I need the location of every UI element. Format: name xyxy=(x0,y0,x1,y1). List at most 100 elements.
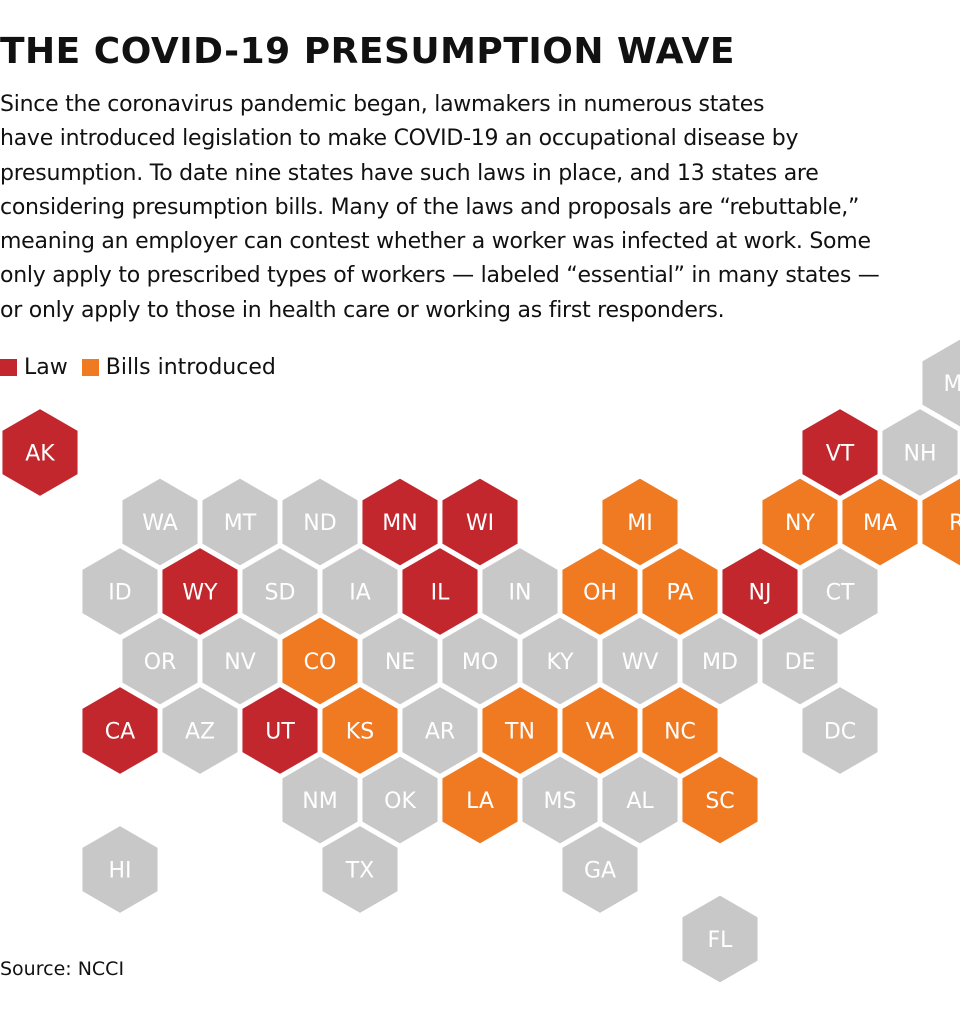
state-label: CA xyxy=(105,720,135,745)
state-hex-wi: WI xyxy=(440,476,520,568)
state-label: MO xyxy=(462,650,498,675)
state-label: AZ xyxy=(185,720,215,745)
state-label: WY xyxy=(182,581,218,606)
state-hex-shape xyxy=(120,615,200,707)
state-hex-shape xyxy=(400,545,480,638)
state-hex-shape xyxy=(240,684,320,777)
state-label: MI xyxy=(627,511,652,536)
state-hex-ak: AK xyxy=(0,406,80,499)
state-hex-md: MD xyxy=(680,615,760,707)
state-hex-ga: GA xyxy=(560,823,640,916)
state-label: KY xyxy=(546,650,574,675)
state-hex-ms: MS xyxy=(520,754,600,846)
state-label: ID xyxy=(108,581,131,606)
state-hex-shape xyxy=(160,545,240,638)
state-label: TX xyxy=(345,859,375,884)
state-hex-pa: PA xyxy=(640,545,720,638)
intro-line: meaning an employer can contest whether … xyxy=(0,229,871,255)
state-hex-shape xyxy=(600,476,680,568)
state-label: OR xyxy=(144,650,177,675)
intro-line: only apply to prescribed types of worker… xyxy=(0,263,880,289)
state-hex-shape xyxy=(0,406,80,499)
state-label: NC xyxy=(664,720,696,745)
state-hex-ia: IA xyxy=(320,545,400,638)
legend-label-bills: Bills introduced xyxy=(105,354,276,380)
state-label: AR xyxy=(425,720,455,745)
state-label: LA xyxy=(466,789,494,814)
state-hex-il: IL xyxy=(400,545,480,638)
state-hex-shape xyxy=(720,545,800,638)
state-hex-shape xyxy=(80,684,160,777)
state-hex-shape xyxy=(680,893,760,985)
state-hex-ca: CA xyxy=(80,684,160,777)
state-label: VA xyxy=(586,720,615,745)
intro-text: Since the coronavirus pandemic began, la… xyxy=(0,88,960,328)
state-hex-tn: TN xyxy=(480,684,560,777)
state-label: KS xyxy=(346,720,374,745)
state-hex-ny: NY xyxy=(760,476,840,568)
state-label: ME xyxy=(944,372,960,397)
state-hex-ar: AR xyxy=(400,684,480,777)
state-label: OK xyxy=(384,789,416,814)
state-label: OH xyxy=(583,581,617,606)
state-hex-or: OR xyxy=(120,615,200,707)
state-hex-dc: DC xyxy=(800,684,880,777)
state-hex-nv: NV xyxy=(200,615,280,707)
state-label: WV xyxy=(622,650,659,675)
state-hex-ky: KY xyxy=(520,615,600,707)
state-hex-shape xyxy=(560,823,640,916)
state-hex-shape xyxy=(400,684,480,777)
state-hex-shape xyxy=(80,545,160,638)
intro-line: considering presumption bills. Many of t… xyxy=(0,194,860,220)
state-label: FL xyxy=(708,928,734,953)
state-label: TN xyxy=(504,720,535,745)
legend: Law Bills introduced xyxy=(0,352,290,382)
state-label: IN xyxy=(509,581,532,606)
state-hex-shape xyxy=(520,754,600,846)
state-hex-id: ID xyxy=(80,545,160,638)
state-hex-shape xyxy=(480,545,560,638)
state-label: VT xyxy=(826,442,855,467)
state-hex-wv: WV xyxy=(600,615,680,707)
state-hex-nc: NC xyxy=(640,684,720,777)
state-hex-wa: WA xyxy=(120,476,200,568)
state-hex-nh: NH xyxy=(880,406,960,499)
state-hex-shape xyxy=(440,476,520,568)
state-hex-shape xyxy=(440,754,520,846)
state-hex-shape xyxy=(560,684,640,777)
state-hex-shape xyxy=(800,545,880,638)
state-hex-mn: MN xyxy=(360,476,440,568)
state-hex-shape xyxy=(880,406,960,499)
state-hex-shape xyxy=(760,615,840,707)
intro-line: have introduced legislation to make COVI… xyxy=(0,126,799,152)
state-hex-shape xyxy=(840,476,920,568)
state-label: GA xyxy=(584,859,616,884)
state-hex-az: AZ xyxy=(160,684,240,777)
state-hex-la: LA xyxy=(440,754,520,846)
state-hex-ok: OK xyxy=(360,754,440,846)
state-hex-shape xyxy=(560,545,640,638)
state-label: MD xyxy=(702,650,738,675)
state-hex-shape xyxy=(320,684,400,777)
state-hex-shape xyxy=(360,615,440,707)
state-hex-de: DE xyxy=(760,615,840,707)
state-hex-shape xyxy=(360,754,440,846)
state-hex-mt: MT xyxy=(200,476,280,568)
state-hex-oh: OH xyxy=(560,545,640,638)
state-hex-in: IN xyxy=(480,545,560,638)
state-label: NJ xyxy=(749,581,772,606)
state-hex-shape xyxy=(920,476,960,568)
state-label: MS xyxy=(544,789,577,814)
state-hex-shape xyxy=(600,754,680,846)
source-note: Source: NCCI xyxy=(0,958,125,980)
state-label: IA xyxy=(349,581,371,606)
legend-swatch-law xyxy=(0,358,17,376)
state-label: CT xyxy=(826,581,855,606)
state-hex-shape xyxy=(640,684,720,777)
state-label: NY xyxy=(785,511,815,536)
state-label: IL xyxy=(431,581,450,606)
legend-swatch-bills xyxy=(81,358,99,376)
state-hex-shape xyxy=(520,615,600,707)
state-hex-me: ME xyxy=(920,337,960,429)
state-label: WI xyxy=(466,511,494,536)
